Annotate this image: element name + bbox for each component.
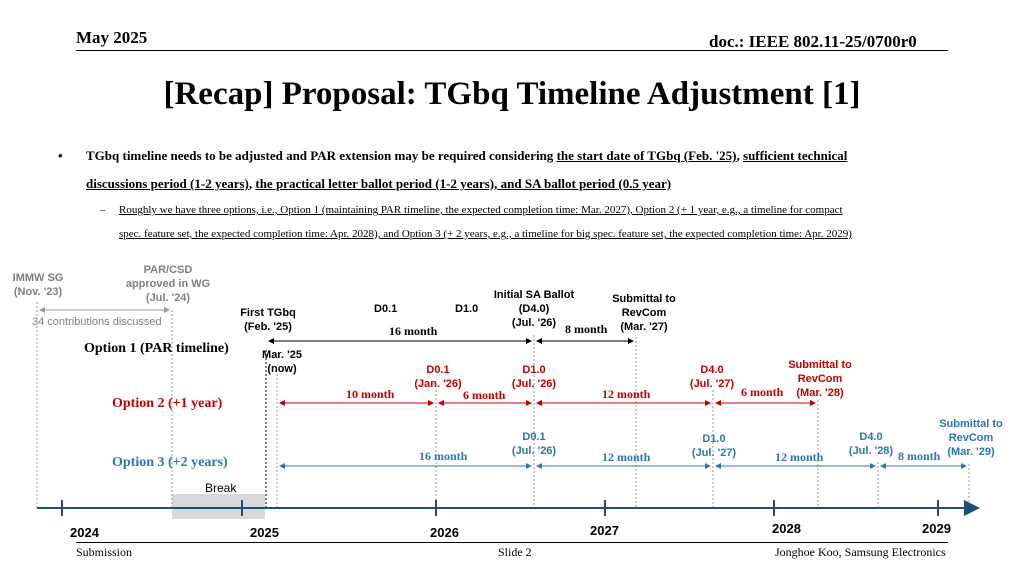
initial-sa-line2: (D4.0) bbox=[518, 303, 550, 315]
option3-submittal-line3: (Mar. '29) bbox=[947, 446, 995, 458]
option2-submittal: Submittal to RevCom (Mar. '28) bbox=[778, 358, 862, 400]
option2-duration-3: 12 month bbox=[602, 387, 651, 401]
break-label: Break bbox=[205, 481, 237, 495]
option1-label: Option 1 (PAR timeline) bbox=[84, 341, 229, 356]
option1-duration-2: 8 month bbox=[565, 322, 608, 336]
option1-submittal-line1: Submittal to bbox=[612, 293, 676, 305]
option3-d10: D1.0 (Jul. '27) bbox=[684, 432, 744, 460]
milestone-par-csd: PAR/CSD approved in WG (Jul. '24) bbox=[113, 263, 223, 305]
option1-duration-1: 16 month bbox=[389, 324, 438, 338]
option1-submittal-line3: (Mar. '27) bbox=[620, 321, 668, 333]
option2-d10-line2: (Jul. '26) bbox=[511, 378, 557, 390]
option1-d10: D1.0 bbox=[455, 303, 479, 315]
slide-title: [Recap] Proposal: TGbq Timeline Adjustme… bbox=[163, 76, 861, 112]
option2-d10-line1: D1.0 bbox=[522, 364, 546, 376]
sub-bullet-marker: – bbox=[100, 204, 106, 216]
header-date: May 2025 bbox=[76, 28, 148, 47]
header-doc-number: doc.: IEEE 802.11-25/0700r0 bbox=[709, 32, 917, 51]
year-2028: 2028 bbox=[772, 521, 801, 536]
bullet-discussion-period-a: sufficient technical bbox=[743, 148, 848, 163]
bullet-discussion-period-b: discussions period (1-2 years) bbox=[86, 176, 249, 191]
year-2025: 2025 bbox=[250, 525, 279, 540]
immw-sg-line2: (Nov. '23) bbox=[13, 286, 63, 298]
par-csd-line2: approved in WG bbox=[125, 278, 211, 290]
footer-rule bbox=[76, 542, 948, 543]
year-2029: 2029 bbox=[922, 521, 951, 536]
option3-d01: D0.1 (Jul. '26) bbox=[504, 430, 564, 458]
footer-submission: Submission bbox=[76, 545, 133, 559]
option2-d40-line2: (Jul. '27) bbox=[689, 378, 735, 390]
footer-slide-number: Slide 2 bbox=[498, 545, 532, 559]
contributions-label: 34 contributions discussed bbox=[32, 316, 162, 328]
option3-d01-line1: D0.1 bbox=[522, 431, 546, 443]
option3-duration-2: 12 month bbox=[602, 450, 651, 464]
option3-submittal: Submittal to RevCom (Mar. '29) bbox=[930, 417, 1012, 459]
option1-initial-sa-ballot: Initial SA Ballot (D4.0) (Jul. '26) bbox=[486, 288, 582, 330]
option2-duration-1: 10 month bbox=[346, 387, 395, 401]
option3-d10-line1: D1.0 bbox=[702, 433, 726, 445]
immw-sg-line1: IMMW SG bbox=[12, 272, 64, 284]
option2-submittal-line2: RevCom bbox=[797, 373, 843, 385]
year-2027: 2027 bbox=[590, 523, 619, 538]
option2-duration-4: 6 month bbox=[741, 385, 784, 399]
break-band bbox=[172, 494, 265, 519]
year-ticks bbox=[61, 500, 939, 516]
option3-duration-1: 16 month bbox=[419, 449, 468, 463]
option2-d01: D0.1 (Jan. '26) bbox=[406, 363, 470, 391]
option2-submittal-line1: Submittal to bbox=[788, 359, 852, 371]
option2-label: Option 2 (+1 year) bbox=[112, 396, 223, 411]
bullet-start-date: the start date of TGbq (Feb. '25) bbox=[556, 148, 737, 163]
bullet-text-part1: TGbq timeline needs to be adjusted and P… bbox=[86, 148, 557, 163]
option2-d40: D4.0 (Jul. '27) bbox=[682, 363, 742, 391]
bullet-sep-2: , bbox=[248, 176, 256, 191]
option3-d40-line2: (Jul. '28) bbox=[848, 445, 894, 457]
option1-submittal-line2: RevCom bbox=[621, 307, 667, 319]
option3-d10-line2: (Jul. '27) bbox=[691, 447, 737, 459]
option3-d40-line1: D4.0 bbox=[859, 431, 883, 443]
footer-author: Jonghoe Koo, Samsung Electronics bbox=[775, 545, 946, 559]
option3-d01-line2: (Jul. '26) bbox=[511, 445, 557, 457]
option3-duration-3: 12 month bbox=[775, 450, 824, 464]
now-line2: (now) bbox=[267, 363, 297, 375]
option2-submittal-line3: (Mar. '28) bbox=[796, 387, 844, 399]
option1-d01: D0.1 bbox=[374, 303, 398, 315]
sub-bullet-line-1: Roughly we have three options, i.e., Opt… bbox=[119, 204, 843, 216]
bullet-line-2: discussions period (1-2 years), the prac… bbox=[86, 170, 671, 198]
year-2024: 2024 bbox=[70, 525, 99, 540]
option2-duration-2: 6 month bbox=[463, 388, 506, 402]
option2-d40-line1: D4.0 bbox=[700, 364, 724, 376]
header-rule bbox=[76, 50, 948, 51]
bullet-sep-1: , bbox=[736, 148, 744, 163]
option3-submittal-line1: Submittal to bbox=[939, 418, 1003, 430]
option3-duration-4: 8 month bbox=[898, 449, 941, 463]
milestone-first-tgbq: First TGbq (Feb. '25) bbox=[228, 306, 308, 334]
bullet-line-1: TGbq timeline needs to be adjusted and P… bbox=[86, 142, 847, 170]
option2-d01-line1: D0.1 bbox=[426, 364, 450, 376]
option2-d10: D1.0 (Jul. '26) bbox=[504, 363, 564, 391]
option3-label: Option 3 (+2 years) bbox=[112, 455, 228, 470]
initial-sa-line3: (Jul. '26) bbox=[511, 317, 557, 329]
par-csd-line3: (Jul. '24) bbox=[145, 292, 191, 304]
option3-d40: D4.0 (Jul. '28) bbox=[841, 430, 901, 458]
option2-d01-line2: (Jan. '26) bbox=[414, 378, 462, 390]
option1-submittal: Submittal to RevCom (Mar. '27) bbox=[600, 292, 688, 334]
initial-sa-line1: Initial SA Ballot bbox=[493, 289, 575, 301]
sub-bullet-line-2: spec. feature set, the expected completi… bbox=[119, 228, 852, 240]
bullet-marker: • bbox=[58, 148, 63, 163]
year-2026: 2026 bbox=[430, 525, 459, 540]
par-csd-line1: PAR/CSD bbox=[143, 264, 193, 276]
now-line1: Mar. '25 bbox=[262, 349, 302, 361]
first-tgbq-line2: (Feb. '25) bbox=[244, 321, 292, 333]
milestone-now: Mar. '25 (now) bbox=[252, 348, 312, 376]
bullet-ballot-period: the practical letter ballot period (1-2 … bbox=[255, 176, 672, 191]
first-tgbq-line1: First TGbq bbox=[240, 307, 296, 319]
milestone-immw-sg: IMMW SG (Nov. '23) bbox=[2, 271, 74, 299]
option3-submittal-line2: RevCom bbox=[948, 432, 994, 444]
